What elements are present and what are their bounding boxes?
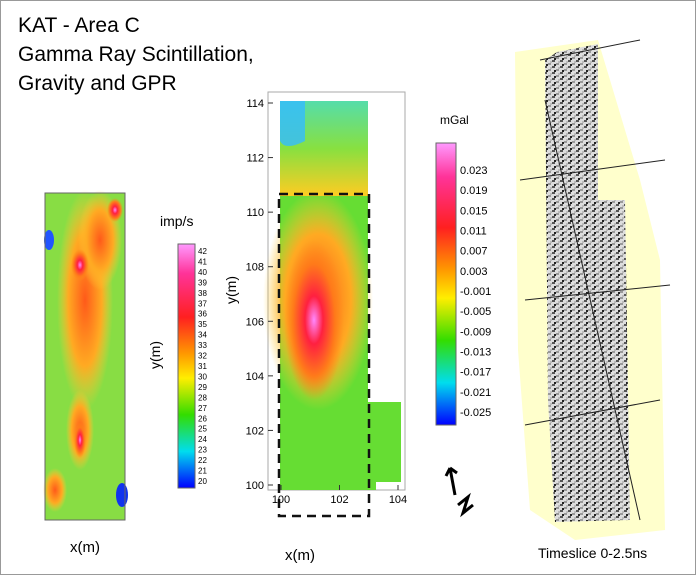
- colorbar-tick-label: 37: [198, 299, 207, 308]
- colorbar-tick-label: -0.005: [460, 306, 491, 318]
- title-line: Gamma Ray Scintillation,: [18, 43, 254, 66]
- colorbar-tick-label: 24: [198, 435, 207, 444]
- colorbar-tick-label: -0.001: [460, 286, 491, 298]
- x-tick-label: 104: [389, 494, 407, 506]
- colorbar-tick-label: 30: [198, 372, 207, 381]
- colorbar-tick-label: 26: [198, 414, 207, 423]
- y-tick-label: 102: [246, 425, 264, 437]
- colorbar-tick-label: 0.023: [460, 165, 488, 177]
- colorbar-tick-label: 40: [198, 268, 207, 277]
- colorbar-tick-label: 36: [198, 310, 207, 319]
- colorbar-tick-label: 0.003: [460, 266, 488, 278]
- x-axis-label: x(m): [285, 547, 315, 564]
- x-axis-label: x(m): [70, 539, 100, 556]
- y-tick-label: 108: [246, 262, 264, 274]
- colorbar-tick-label: 41: [198, 257, 207, 266]
- colorbar-tick-label: 23: [198, 446, 207, 455]
- colorbar-tick-label: -0.009: [460, 326, 491, 338]
- colorbar-title: mGal: [440, 113, 469, 127]
- y-tick-label: 110: [246, 207, 264, 219]
- colorbar-tick-label: 38: [198, 289, 207, 298]
- colorbar-tick-label: 0.019: [460, 185, 488, 197]
- colorbar-tick-label: 0.015: [460, 205, 488, 217]
- colorbar-tick-label: 22: [198, 456, 207, 465]
- colorbar-tick-label: 21: [198, 467, 207, 476]
- colorbar-tick-label: 28: [198, 393, 207, 402]
- colorbar-tick-label: 0.011: [460, 226, 487, 238]
- colorbar-tick-label: -0.013: [460, 347, 491, 359]
- y-tick-label: 114: [246, 98, 264, 110]
- colorbar-tick-label: 34: [198, 331, 207, 340]
- colorbar-tick-label: 35: [198, 320, 207, 329]
- colorbar-tick-label: 27: [198, 404, 207, 413]
- figure: KAT - Area C Gamma Ray Scintillation, Grav…: [0, 0, 696, 575]
- colorbar-tick-label: 31: [198, 362, 207, 371]
- colorbar-tick-label: 33: [198, 341, 207, 350]
- colorbar-tick-label: -0.025: [460, 407, 491, 419]
- gamma-colorbar: [178, 244, 195, 488]
- y-tick-label: 100: [246, 480, 264, 492]
- x-tick-label: 102: [330, 494, 348, 506]
- y-axis-label: y(m): [147, 341, 163, 369]
- y-tick-label: 112: [246, 153, 264, 165]
- gravity-colorbar: [436, 143, 456, 425]
- y-tick-label: 104: [246, 371, 264, 383]
- colorbar-tick-label: 32: [198, 352, 207, 361]
- title-line: Gravity and GPR: [18, 72, 177, 95]
- colorbar-tick-label: -0.017: [460, 367, 491, 379]
- colorbar-tick-label: 29: [198, 383, 207, 392]
- colorbar-tick-label: 20: [198, 477, 207, 486]
- y-axis-label: y(m): [223, 276, 239, 304]
- colorbar-tick-label: 42: [198, 247, 207, 256]
- title-line: KAT - Area C: [18, 14, 140, 37]
- colorbar-tick-label: -0.021: [460, 387, 491, 399]
- gamma-map: [43, 190, 128, 520]
- y-tick-label: 106: [246, 316, 264, 328]
- caption: Timeslice 0-2.5ns: [538, 545, 647, 561]
- colorbar-tick-label: 25: [198, 425, 207, 434]
- page: KAT - Area C Gamma Ray Scintillation, Grav…: [0, 0, 696, 575]
- colorbar-tick-label: 0.007: [460, 246, 488, 258]
- x-tick-label: 100: [272, 494, 290, 506]
- colorbar-tick-label: 39: [198, 278, 207, 287]
- colorbar-title: imp/s: [160, 213, 193, 229]
